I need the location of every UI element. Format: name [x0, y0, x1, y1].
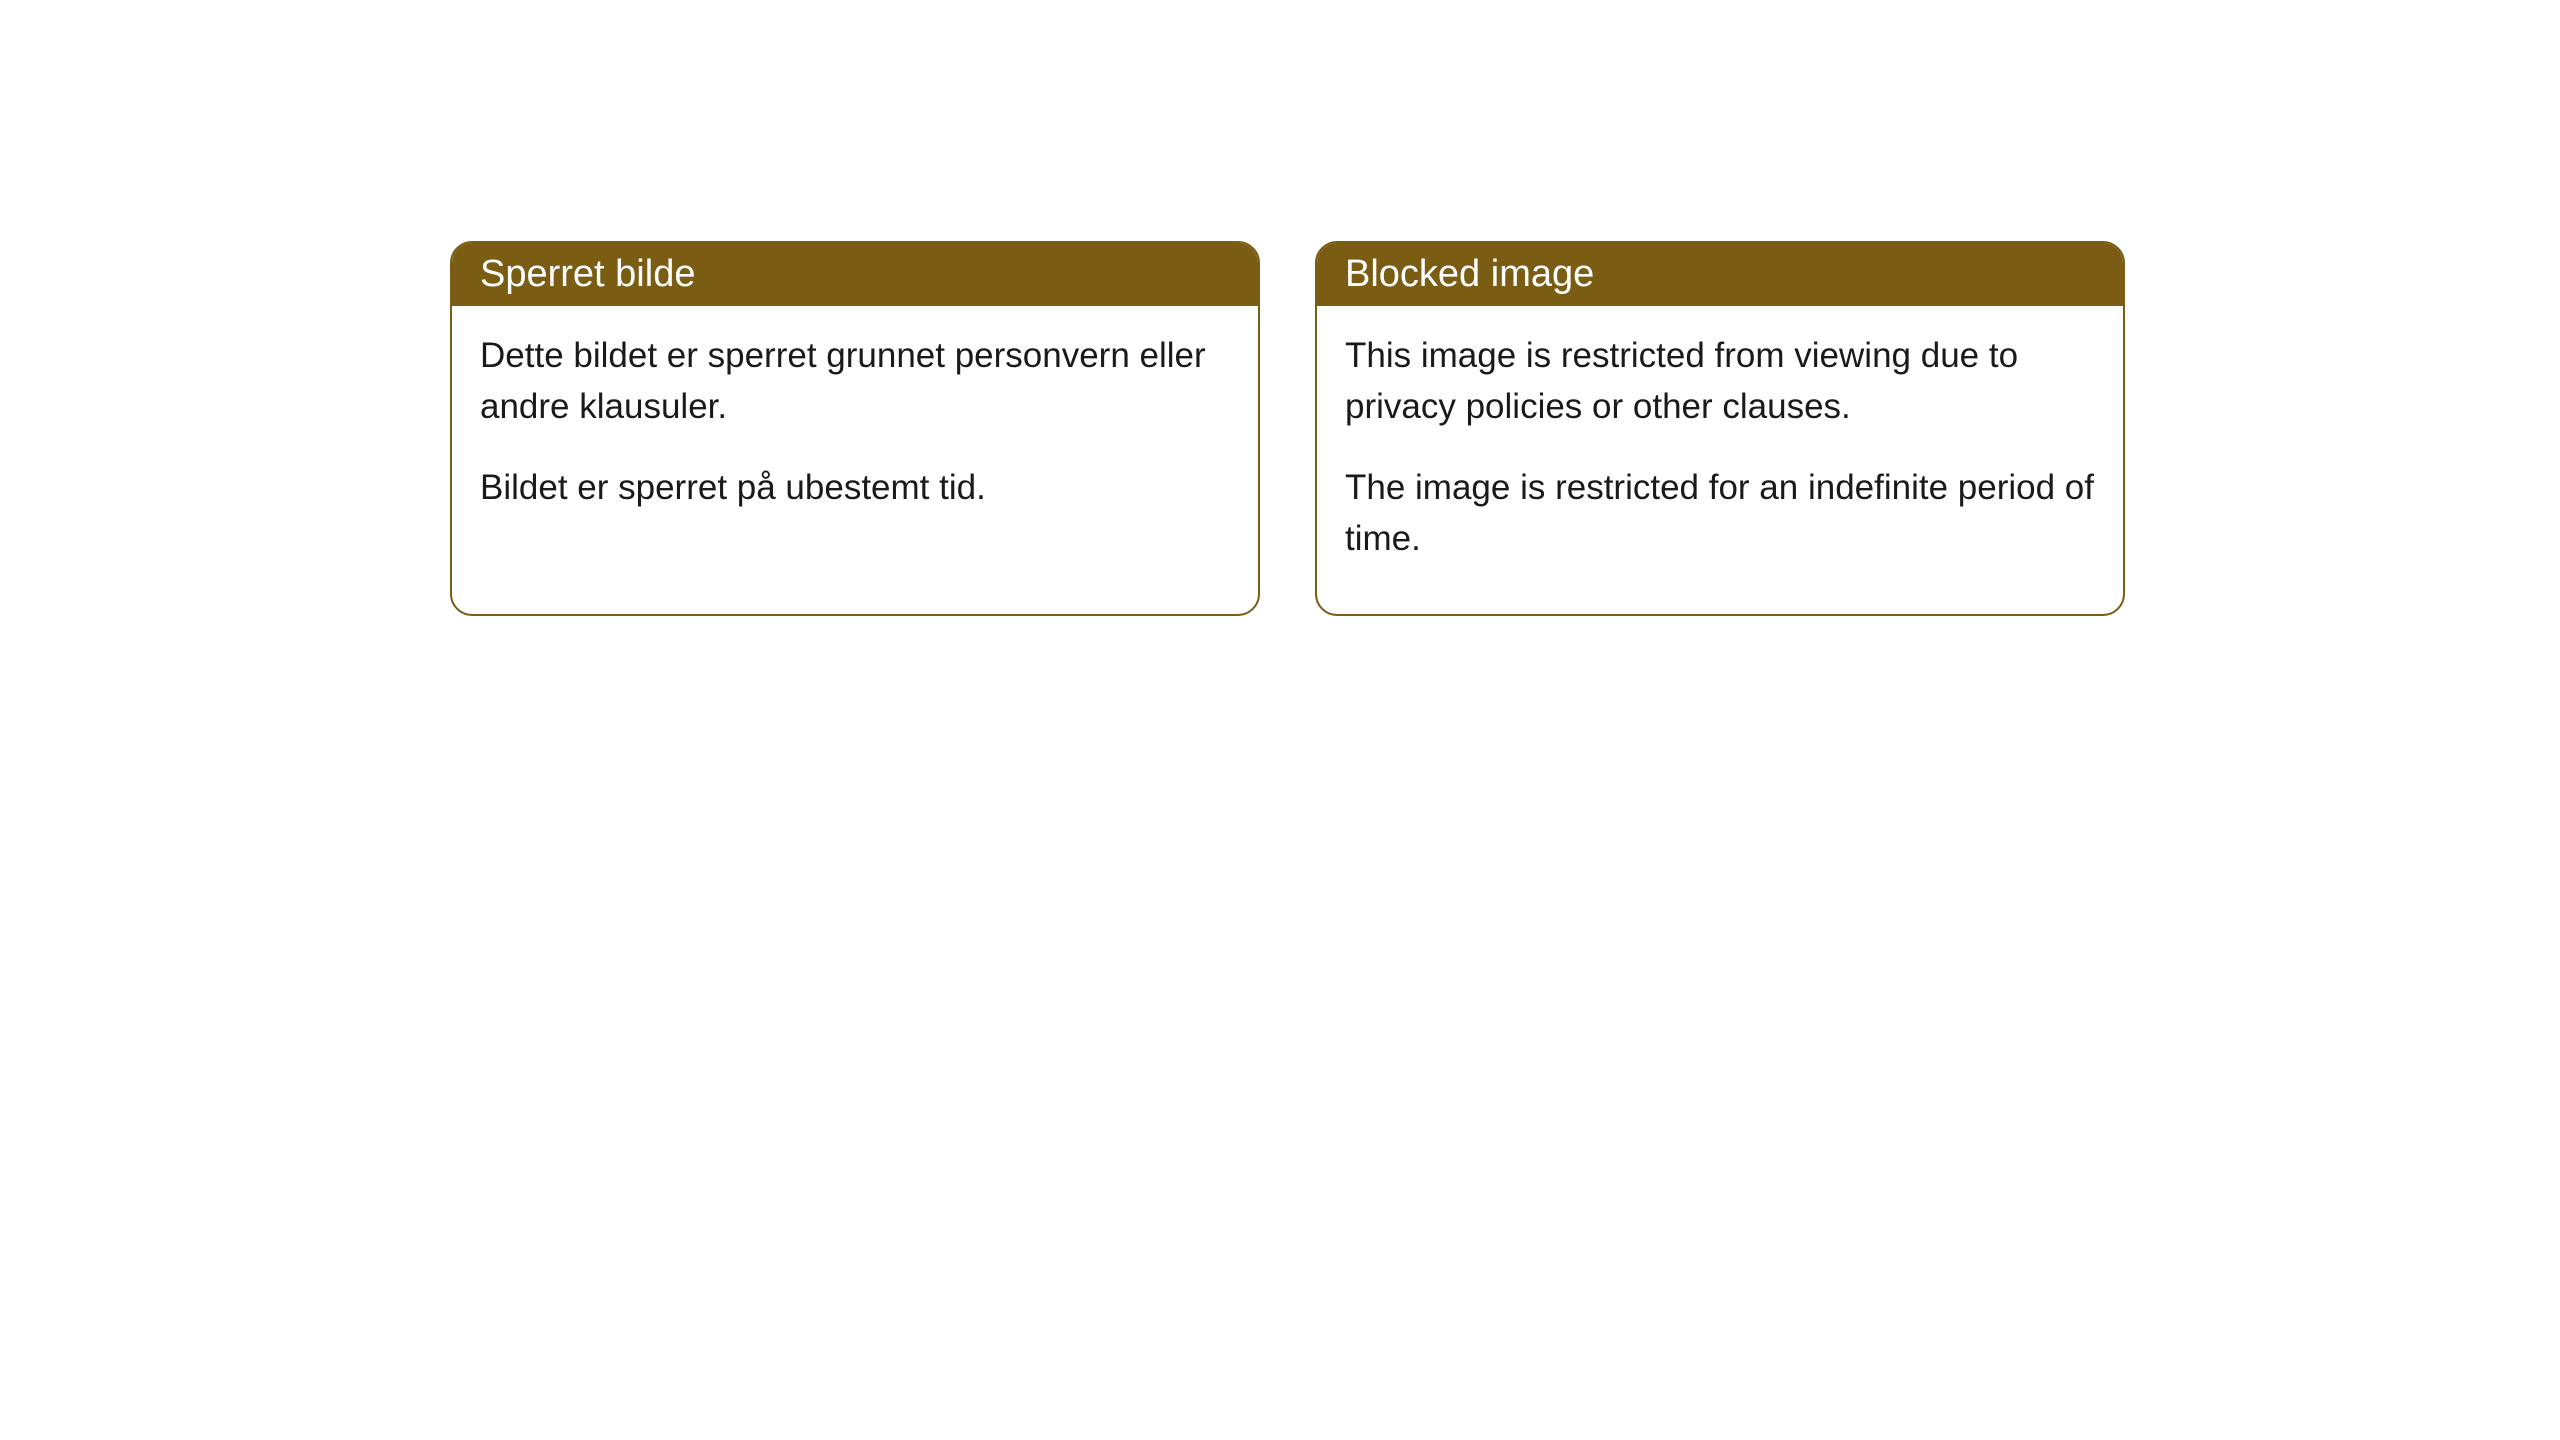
- notice-card-norwegian: Sperret bilde Dette bildet er sperret gr…: [450, 241, 1260, 616]
- card-header-english: Blocked image: [1317, 243, 2123, 306]
- card-title: Blocked image: [1345, 253, 1594, 295]
- card-paragraph: The image is restricted for an indefinit…: [1345, 462, 2095, 564]
- card-header-norwegian: Sperret bilde: [452, 243, 1258, 306]
- card-body-english: This image is restricted from viewing du…: [1317, 306, 2123, 614]
- notice-cards-container: Sperret bilde Dette bildet er sperret gr…: [450, 241, 2125, 616]
- card-paragraph: This image is restricted from viewing du…: [1345, 330, 2095, 432]
- card-title: Sperret bilde: [480, 253, 695, 295]
- card-body-norwegian: Dette bildet er sperret grunnet personve…: [452, 306, 1258, 563]
- card-paragraph: Bildet er sperret på ubestemt tid.: [480, 462, 1230, 513]
- notice-card-english: Blocked image This image is restricted f…: [1315, 241, 2125, 616]
- card-paragraph: Dette bildet er sperret grunnet personve…: [480, 330, 1230, 432]
